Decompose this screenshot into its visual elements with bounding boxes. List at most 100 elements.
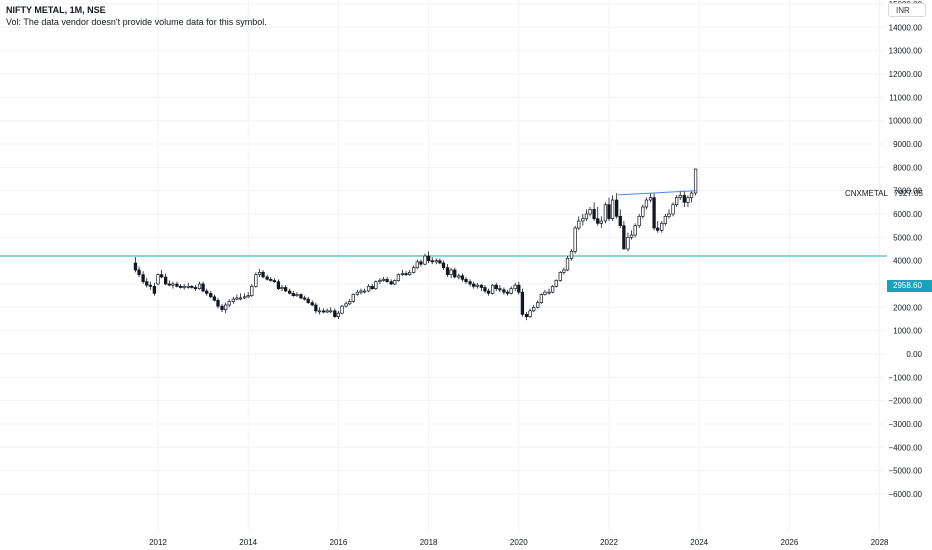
candle-body: [299, 294, 303, 299]
x-tick-label: 2022: [600, 538, 618, 547]
candle-body: [276, 281, 281, 290]
candle-body: [524, 313, 529, 318]
candle-body: [434, 260, 438, 263]
candle-body: [235, 297, 239, 300]
candle-body: [224, 304, 228, 311]
candle-body: [472, 283, 476, 287]
y-axis[interactable]: 15000.0014000.0013000.0012000.0011000.00…: [888, 0, 922, 499]
candle-body: [250, 285, 254, 297]
candle-body: [464, 278, 468, 283]
candle-body: [660, 222, 664, 231]
candle-body: [186, 285, 190, 288]
x-tick-label: 2016: [330, 538, 348, 547]
candle-body: [340, 305, 344, 314]
candle-body: [374, 281, 378, 290]
candle-body: [528, 310, 532, 318]
candle-body: [378, 280, 382, 283]
candle-body: [550, 285, 555, 293]
candle-body: [145, 281, 149, 286]
y-tick-label: 10000.00: [889, 117, 923, 126]
x-tick-label: 2012: [149, 538, 167, 547]
candle-body: [381, 278, 386, 281]
candle-body: [329, 310, 333, 313]
candle-body: [626, 236, 630, 250]
y-tick-label: −6000.00: [888, 490, 922, 499]
candle-body: [133, 262, 138, 271]
candle-body: [351, 294, 355, 302]
symbol-name-label: CNXMETAL: [845, 189, 888, 198]
candle-body: [637, 215, 641, 227]
candle-body: [633, 225, 637, 236]
horizontal-line-price-marker[interactable]: 2958.60: [887, 280, 932, 292]
candle-body: [622, 225, 626, 250]
candle-body: [257, 271, 262, 276]
candle-body: [385, 278, 389, 283]
candle-body: [408, 271, 412, 276]
candle-body: [423, 255, 427, 265]
candle-body: [667, 213, 671, 217]
candle-body: [449, 269, 453, 276]
x-tick-label: 2024: [690, 538, 708, 547]
candle-body: [288, 290, 292, 294]
y-tick-label: 11000.00: [889, 93, 922, 102]
candle-body: [178, 285, 183, 288]
candle-body: [426, 255, 431, 262]
candle-body: [543, 291, 547, 295]
candle-body: [599, 220, 603, 224]
y-tick-label: 5000.00: [893, 233, 922, 242]
candle-body: [317, 310, 322, 313]
candle-body: [539, 294, 543, 304]
candle-body: [494, 284, 498, 290]
candle-body: [242, 296, 247, 299]
candle-body: [569, 250, 574, 259]
y-tick-label: 13000.00: [889, 47, 923, 56]
candle-body: [148, 284, 152, 287]
candle-body: [558, 271, 562, 281]
candle-body: [648, 197, 653, 201]
candle-body: [479, 284, 484, 288]
candle-body: [663, 215, 668, 224]
y-tick-label: −2000.00: [888, 397, 922, 406]
candle-body: [652, 197, 656, 229]
y-tick-label: −5000.00: [888, 467, 922, 476]
candle-body: [220, 305, 224, 311]
candle-body: [280, 287, 284, 290]
y-tick-label: 9000.00: [893, 140, 922, 149]
candle-body: [175, 283, 179, 287]
candle-body: [396, 274, 401, 281]
candle-body: [209, 292, 213, 298]
candle-body: [254, 274, 258, 287]
candle-body: [141, 274, 145, 283]
candle-body: [430, 260, 434, 263]
candle-body: [164, 276, 168, 285]
candle-body: [283, 287, 288, 292]
currency-button[interactable]: INR: [888, 3, 926, 17]
candle-body: [573, 227, 577, 252]
y-tick-label: 14000.00: [889, 23, 923, 32]
candle-body: [532, 306, 536, 312]
candle-body: [197, 283, 202, 290]
candle-body: [306, 298, 310, 304]
candle-body: [159, 274, 164, 278]
candle-body: [310, 302, 314, 306]
candle-body: [475, 284, 479, 287]
symbol-title[interactable]: NIFTY METAL, 1M, NSE: [6, 5, 106, 15]
candle-body: [547, 291, 551, 294]
x-axis[interactable]: 2012 2014 2016 2018 2020 2022 2024 2026 2028: [149, 538, 889, 547]
y-tick-label: 2000.00: [893, 303, 922, 312]
candle-body: [265, 276, 269, 280]
candle-body: [171, 283, 175, 286]
candle-body: [689, 192, 694, 199]
candle-body: [362, 290, 367, 293]
x-tick-label: 2028: [871, 538, 889, 547]
y-tick-label: 1000.00: [893, 327, 922, 336]
candle-body: [216, 299, 220, 307]
candle-body: [453, 269, 457, 278]
x-tick-label: 2026: [781, 538, 799, 547]
y-tick-label: −4000.00: [888, 443, 922, 452]
candle-body: [201, 283, 205, 292]
candle-body: [520, 291, 525, 315]
candle-body: [314, 304, 318, 312]
candle-body: [415, 261, 419, 269]
